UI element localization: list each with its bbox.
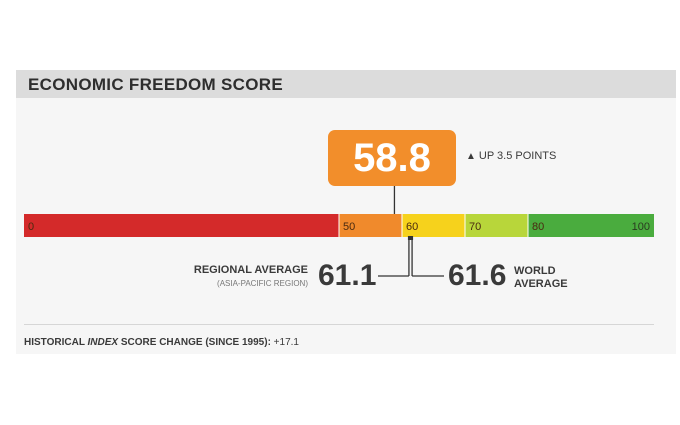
gauge-segment-0 (24, 214, 339, 237)
world-average-label: WORLD AVERAGE (514, 265, 568, 291)
gauge-segment-70 (465, 214, 528, 237)
gauge-segment-50 (339, 214, 402, 237)
gauge-segment-80 (528, 214, 654, 237)
section-title: ECONOMIC FREEDOM SCORE (28, 75, 284, 94)
gauge-tick-label: 70 (469, 221, 481, 233)
historical-score-change: HISTORICAL INDEX SCORE CHANGE (SINCE 199… (24, 337, 299, 348)
history-index-word: INDEX (87, 337, 119, 348)
regional-average-value: 61.1 (318, 259, 377, 292)
score-change: ▲ UP 3.5 POINTS (466, 150, 556, 162)
divider (24, 324, 654, 325)
regional-average-sublabel: (ASIA-PACIFIC REGION) (217, 279, 308, 288)
world-average-value: 61.6 (448, 259, 507, 292)
gauge-tick-label: 80 (532, 221, 544, 233)
world-average-label-line2: AVERAGE (514, 278, 568, 290)
gauge-tick-label: 60 (406, 221, 418, 233)
gauge-tick-label: 0 (28, 221, 34, 233)
gauge-tick-label: 50 (343, 221, 355, 233)
regional-average-label: REGIONAL AVERAGE (193, 264, 308, 276)
score-badge: 58.8 (328, 130, 456, 186)
score-panel (16, 70, 676, 354)
history-suffix: SCORE CHANGE (SINCE 1995): (118, 337, 271, 348)
score-change-text: UP 3.5 POINTS (478, 150, 557, 162)
average-marker-cap (407, 236, 414, 240)
history-value: +17.1 (270, 337, 299, 348)
history-prefix: HISTORICAL (24, 337, 88, 348)
gauge-tick-label: 100 (632, 221, 650, 233)
up-arrow-icon: ▲ (466, 151, 476, 162)
world-average-label-line1: WORLD (514, 265, 556, 277)
section-header: ECONOMIC FREEDOM SCORE (16, 70, 676, 98)
gauge-segment-60 (402, 214, 465, 237)
